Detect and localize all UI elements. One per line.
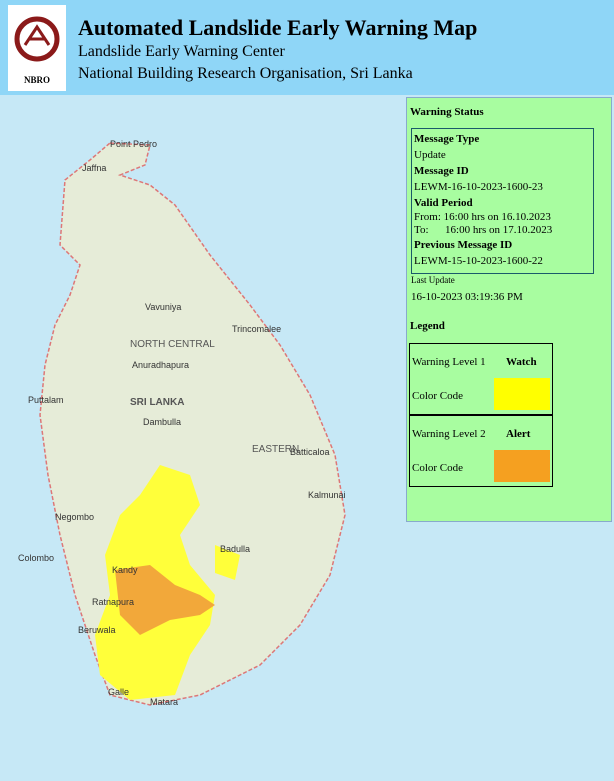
place-label: Dambulla: [143, 417, 181, 427]
label: Message ID: [414, 165, 469, 177]
logo-text: NBRO: [23, 75, 50, 85]
label: Message Type: [414, 133, 480, 145]
place-label: Puttalam: [28, 395, 64, 405]
place-label: Badulla: [220, 544, 250, 554]
label: Valid Period: [414, 197, 473, 209]
legend-item: Warning Level 2 Alert Color Code: [409, 415, 553, 487]
panel-heading: Warning Status: [410, 106, 484, 118]
place-label: Negombo: [55, 512, 94, 522]
place-label: Kandy: [112, 565, 138, 575]
status: Alert: [506, 428, 531, 440]
color-label: Color Code: [412, 390, 464, 402]
label: Last Update: [411, 275, 455, 285]
watch-area: [215, 545, 240, 580]
place-label: Kalmunai: [308, 490, 346, 500]
value: LEWM-15-10-2023-1600-22: [414, 255, 543, 267]
place-label: Galle: [108, 687, 129, 697]
value: Update: [414, 149, 446, 161]
organisation: National Building Research Organisation,…: [78, 65, 413, 82]
status: Watch: [506, 356, 537, 368]
place-label: Vavuniya: [145, 302, 181, 312]
legend-item: Warning Level 1 Watch Color Code: [409, 343, 553, 415]
level: Warning Level 2: [412, 428, 486, 440]
value: LEWM-16-10-2023-1600-23: [414, 181, 543, 193]
value: 16-10-2023 03:19:36 PM: [411, 291, 523, 303]
logo: NBRO: [8, 5, 66, 91]
level: Warning Level 1: [412, 356, 486, 368]
place-label: Jaffna: [82, 163, 106, 173]
alert-area: [115, 565, 215, 635]
place-label: Point Pedro: [110, 139, 157, 149]
title: Automated Landslide Early Warning Map: [78, 15, 478, 40]
place-label: Colombo: [18, 553, 54, 563]
place-label: Ratnapura: [92, 597, 134, 607]
place-label: SRI LANKA: [130, 397, 184, 408]
header: NBRO Automated Landslide Early Warning M…: [0, 0, 614, 95]
label: Previous Message ID: [414, 239, 513, 251]
place-label: Matara: [150, 697, 178, 707]
warning-panel: Warning Status Message Type Update Messa…: [406, 97, 612, 522]
place-label: Anuradhapura: [132, 360, 189, 370]
place-label: Trincomalee: [232, 324, 281, 334]
color-label: Color Code: [412, 462, 464, 474]
place-label: Beruwala: [78, 625, 116, 635]
subtitle: Landslide Early Warning Center: [78, 43, 285, 60]
value: To: 16:00 hrs on 17.10.2023: [414, 224, 553, 236]
color-swatch: [494, 450, 550, 482]
legend-heading: Legend: [410, 320, 445, 332]
place-label: EASTERN: [252, 444, 299, 455]
message-box: Message Type Update Message ID LEWM-16-1…: [411, 128, 594, 274]
place-label: Batticaloa: [290, 447, 330, 457]
value: From: 16:00 hrs on 16.10.2023: [414, 211, 551, 223]
color-swatch: [494, 378, 550, 410]
place-label: NORTH CENTRAL: [130, 339, 215, 350]
logo-icon: [14, 16, 60, 62]
